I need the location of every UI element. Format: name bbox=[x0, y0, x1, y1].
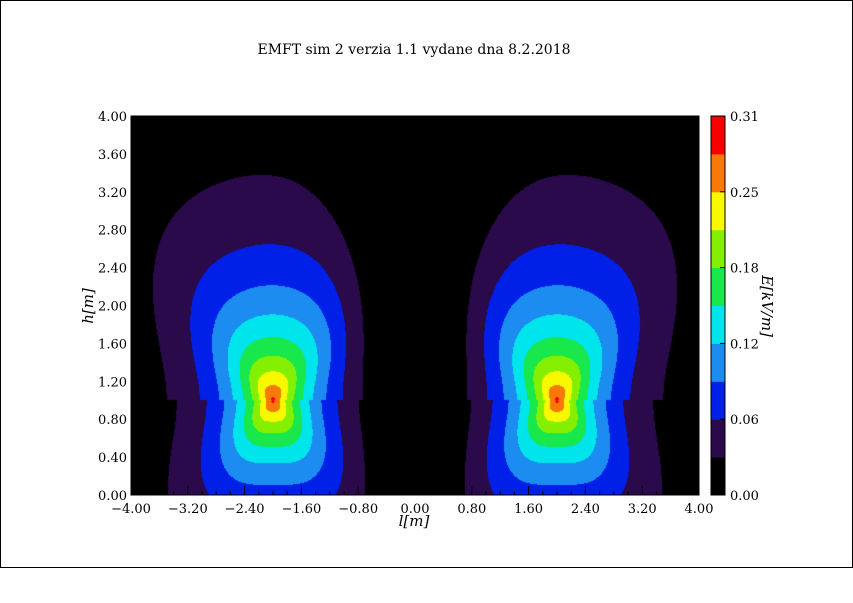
x-tick-label: −3.20 bbox=[168, 502, 208, 517]
colorbar-segment bbox=[711, 343, 725, 382]
x-tick-label: 1.60 bbox=[514, 502, 543, 517]
chart-title: EMFT sim 2 verzia 1.1 vydane dna 8.2.201… bbox=[257, 42, 570, 58]
y-tick-label: 0.40 bbox=[98, 451, 127, 466]
y-tick-label: 3.60 bbox=[98, 148, 127, 163]
x-tick-label: 3.20 bbox=[628, 502, 657, 517]
colorbar-segment bbox=[711, 457, 725, 496]
x-tick-label: −0.80 bbox=[338, 502, 378, 517]
y-tick-label: 4.00 bbox=[98, 110, 127, 125]
x-axis: −4.00 −3.20 −2.40 −1.60 −0.80 0.00 0.80 1.60 2.4… bbox=[111, 116, 713, 517]
y-tick-label: 1.60 bbox=[98, 337, 127, 352]
colorbar-tick-label: 0.31 bbox=[730, 110, 759, 125]
colorbar-segment bbox=[711, 305, 725, 344]
colorbar-segment bbox=[711, 153, 725, 193]
y-tick-label: 2.80 bbox=[98, 224, 127, 239]
x-tick-label: 0.00 bbox=[401, 502, 430, 517]
colorbar-tick-label: 0.18 bbox=[730, 262, 759, 277]
x-tick-label: 4.00 bbox=[685, 502, 714, 517]
colorbar-segment bbox=[711, 191, 725, 231]
colorbar-segment bbox=[711, 267, 725, 306]
colorbar-tick-label: 0.12 bbox=[730, 337, 759, 352]
colorbar-segment bbox=[711, 381, 725, 420]
x-tick-label: 2.40 bbox=[571, 502, 600, 517]
y-tick-label: 0.80 bbox=[98, 413, 127, 428]
x-tick-label: −1.60 bbox=[281, 502, 321, 517]
y-tick-label: 0.00 bbox=[98, 489, 127, 504]
colorbar-segment bbox=[711, 229, 725, 269]
y-tick-label: 3.20 bbox=[98, 186, 127, 201]
y-tick-label: 1.20 bbox=[98, 375, 127, 390]
colorbar-tick-label: 0.00 bbox=[730, 489, 759, 504]
y-axis-label: h[m] bbox=[79, 288, 97, 324]
y-tick-label: 2.40 bbox=[98, 262, 127, 277]
x-axis-label: l[m] bbox=[399, 512, 430, 530]
x-tick-label: −4.00 bbox=[111, 502, 151, 517]
plot-area bbox=[130, 115, 700, 496]
colorbar-border bbox=[710, 115, 726, 496]
y-axis: 0.00 0.40 0.80 1.20 1.60 2.00 2.40 2.80 3.20 3.60… bbox=[98, 110, 699, 504]
colorbar-tick-label: 0.25 bbox=[730, 186, 759, 201]
colorbar-label: E[kV/m] bbox=[758, 274, 776, 337]
x-tick-label: 0.80 bbox=[457, 502, 486, 517]
contour-field bbox=[131, 116, 699, 495]
colorbar-segment bbox=[711, 419, 725, 458]
colorbar: 0.00 0.06 0.12 0.18 0.25 0.31 bbox=[710, 110, 759, 504]
y-tick-label: 2.00 bbox=[98, 300, 127, 315]
x-tick-label: −2.40 bbox=[225, 502, 265, 517]
colorbar-tick-label: 0.06 bbox=[730, 413, 759, 428]
colorbar-segment bbox=[711, 116, 725, 155]
